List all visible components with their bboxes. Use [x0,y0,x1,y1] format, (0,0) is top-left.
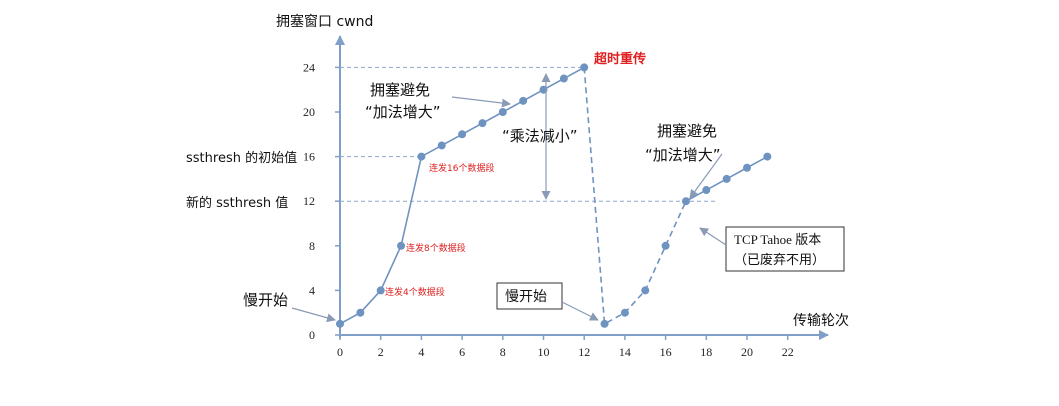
x-tick-label: 16 [660,345,672,359]
series-line-1 [583,67,687,326]
data-point [376,286,385,295]
data-point [580,63,589,72]
x-tick-label: 6 [459,345,465,359]
md-label: “乘法减小” [502,127,578,145]
slow-start-box-arrow [561,301,599,321]
data-point [763,152,772,161]
y-tick-label: 8 [309,239,315,253]
ca2-label-line1: 拥塞避免 [657,122,717,140]
tahoe-label-line1: TCP Tahoe 版本 [734,232,821,247]
ca2-arrow [689,153,723,199]
y-tick-label: 24 [303,60,315,74]
data-point [620,308,629,317]
y-axis-label: 拥塞窗口 cwnd [276,13,373,30]
x-tick-label: 8 [500,345,506,359]
tahoe-label-line2: （已废弃不用） [734,252,825,268]
ca1-label-line2: “加法增大” [365,103,441,121]
x-tick-label: 20 [741,345,753,359]
timeout-label: 超时重传 [594,51,646,67]
x-tick-label: 18 [700,345,712,359]
slow-start-arrow-left [291,307,336,323]
x-tick-label: 4 [418,345,424,359]
data-point [437,141,446,150]
ssthresh-new-label: 新的 ssthresh 值 [186,195,288,211]
y-tick-label: 0 [309,328,315,342]
ca1-arrow [451,96,511,108]
x-tick-label: 10 [538,345,550,359]
x-axis-label: 传输轮次 [793,313,849,329]
data-point [722,174,731,183]
x-tick-label: 12 [578,345,590,359]
data-point [559,74,568,83]
slow-start-box [496,282,563,310]
ca1-label-line1: 拥塞避免 [370,81,430,99]
data-point [498,108,507,116]
tahoe-box [725,226,845,272]
data-point [743,163,751,172]
x-tick-label: 14 [619,345,631,359]
data-point [458,130,467,139]
data-point [702,186,711,195]
seg16-note: 连发16个数据段 [429,162,494,174]
data-point [600,319,609,328]
data-point [478,119,487,128]
data-point [661,241,670,250]
seg8-note: 连发8个数据段 [406,242,466,254]
tahoe-arrow [699,227,727,246]
y-tick-label: 16 [303,150,315,164]
data-point [397,241,406,250]
ssthresh-initial-label: ssthresh 的初始值 [186,150,297,166]
data-point [641,286,650,295]
slow-start-label-left: 慢开始 [243,291,288,309]
x-tick-label: 2 [378,345,384,359]
y-tick-label: 20 [303,105,315,119]
seg4-note: 连发4个数据段 [385,286,445,298]
y-tick-label: 4 [309,283,315,297]
ca2-label-line2: “加法增大” [645,146,721,164]
y-tick-label: 12 [303,194,315,208]
data-point [417,152,426,161]
data-point [336,319,344,328]
slow-start-box-label: 慢开始 [505,288,547,305]
data-point [681,197,690,206]
x-tick-label: 22 [782,345,794,359]
x-tick-label: 0 [337,345,343,359]
data-point [356,308,365,317]
data-point [519,96,528,105]
